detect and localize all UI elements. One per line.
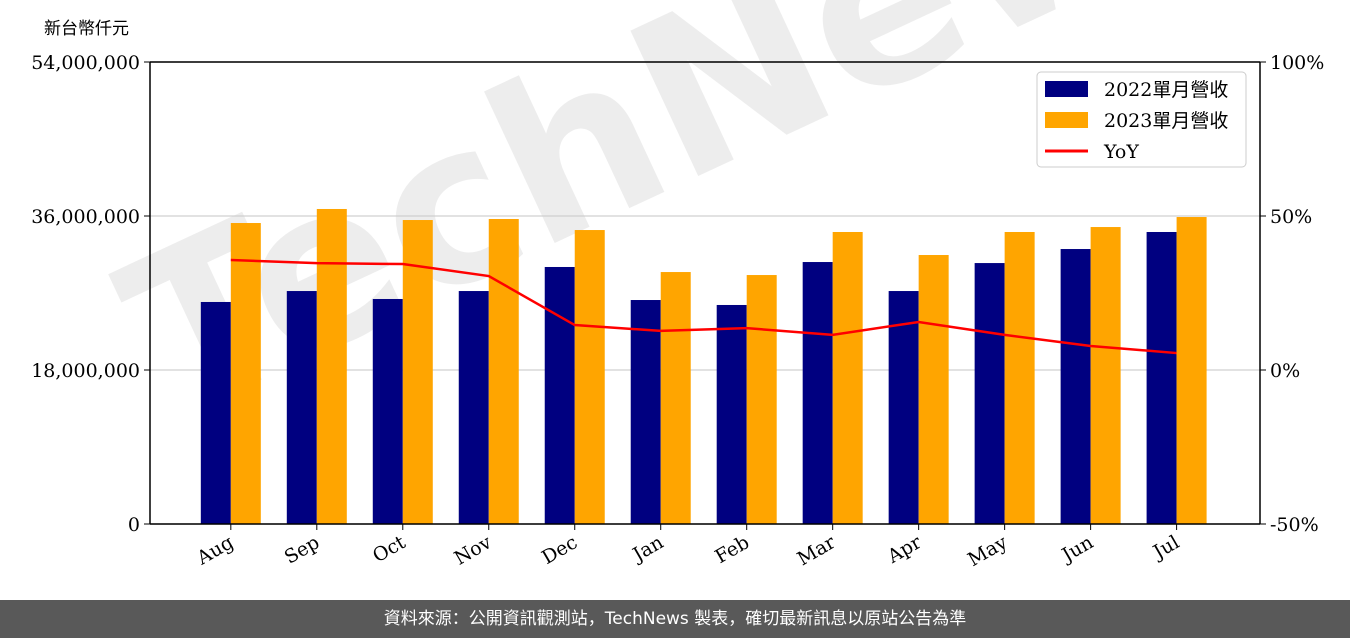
- legend-label: 2022單月營收: [1104, 79, 1228, 101]
- bar-2023-dec: [574, 230, 605, 524]
- bar-2023-jan: [660, 272, 691, 524]
- y-tick-label: 0: [128, 514, 140, 536]
- bar-2022-aug: [200, 301, 231, 524]
- y2-tick-label: 0%: [1270, 360, 1300, 382]
- watermark-text: TechNews: [89, 0, 1307, 467]
- x-tick-label: Oct: [369, 531, 410, 567]
- watermark: TechNews: [89, 0, 1307, 467]
- x-tick-label: Jul: [1148, 531, 1183, 564]
- x-tick-label: Jun: [1057, 531, 1098, 567]
- legend-swatch: [1045, 112, 1088, 128]
- x-tick-label: Mar: [794, 531, 840, 570]
- x-tick-label: Aug: [192, 531, 237, 570]
- bar-2023-feb: [746, 275, 777, 524]
- y2-tick-label: -50%: [1270, 514, 1319, 536]
- bar-2023-apr: [918, 255, 949, 524]
- bar-2023-nov: [488, 218, 519, 524]
- bar-2023-jun: [1090, 227, 1121, 524]
- bar-2022-jun: [1060, 249, 1091, 524]
- x-tick-label: Jan: [627, 531, 667, 567]
- source-footer: 資料來源：公開資訊觀測站，TechNews 製表，確切最新訊息以原站公告為準: [0, 600, 1350, 638]
- y-tick-label: 36,000,000: [31, 206, 140, 228]
- y-tick-label: 18,000,000: [31, 360, 140, 382]
- x-tick-label: Feb: [711, 531, 753, 568]
- bars: [200, 208, 1207, 525]
- yoy-line: [230, 258, 1177, 355]
- bar-2022-dec: [544, 266, 575, 524]
- bar-2023-oct: [402, 220, 433, 524]
- bar-2023-mar: [832, 231, 863, 524]
- x-tick-label: May: [964, 531, 1011, 571]
- legend-label: 2023單月營收: [1104, 110, 1228, 132]
- axes: 0 18,000,000 36,000,000 54,000,000 -50% 0% 50%…: [31, 52, 1324, 571]
- x-tick-label: Apr: [883, 531, 926, 568]
- bar-2023-jul: [1176, 217, 1207, 524]
- legend-box: [1036, 71, 1247, 168]
- y-axis-label: 新台幣仟元: [44, 19, 129, 39]
- legend-label: YoY: [1103, 141, 1139, 163]
- x-tick-label: Dec: [538, 531, 581, 569]
- bar-2022-jan: [630, 300, 661, 524]
- bar-2023-aug: [230, 223, 261, 524]
- bar-2022-oct: [372, 298, 403, 524]
- y2-tick-label: 50%: [1270, 206, 1312, 228]
- bar-2022-sep: [286, 291, 317, 524]
- y2-tick-label: 100%: [1270, 52, 1324, 74]
- legend: 2022單月營收 2023單月營收 YoY: [1036, 71, 1247, 168]
- x-tick-label: Sep: [281, 531, 324, 568]
- bar-2022-apr: [888, 291, 919, 524]
- bar-2022-mar: [802, 262, 833, 524]
- bar-2022-feb: [716, 304, 747, 524]
- y-tick-label: 54,000,000: [31, 52, 140, 74]
- revenue-chart: TechNews 0 18,000,000 36,000,000 54,000,000…: [31, 0, 1324, 571]
- x-tick-label: Nov: [451, 531, 496, 570]
- bar-2022-jul: [1146, 231, 1177, 524]
- bar-2022-nov: [458, 291, 489, 524]
- yoy-line-group: [230, 258, 1177, 355]
- legend-swatch: [1045, 81, 1088, 97]
- bar-2022-may: [974, 263, 1005, 524]
- bar-2023-sep: [316, 208, 347, 525]
- bar-2023-may: [1004, 231, 1035, 524]
